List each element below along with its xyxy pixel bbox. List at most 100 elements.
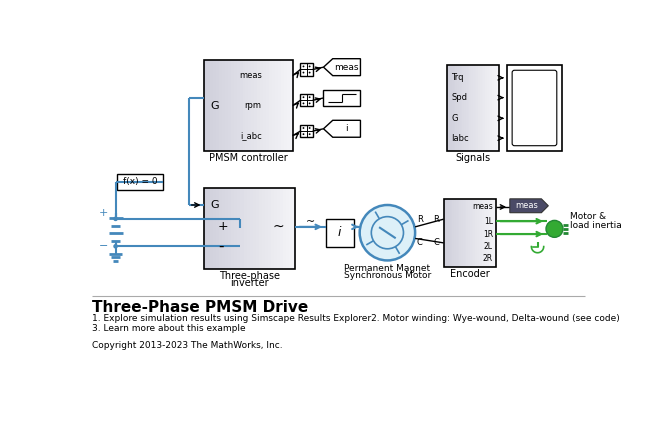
Bar <box>249 188 253 269</box>
Text: PMSM controller: PMSM controller <box>209 153 288 163</box>
Bar <box>450 65 452 151</box>
Bar <box>219 60 222 151</box>
Bar <box>490 65 493 151</box>
Bar <box>507 65 562 151</box>
Bar <box>222 60 225 151</box>
Bar <box>247 188 250 269</box>
Bar <box>456 65 458 151</box>
Bar <box>237 188 241 269</box>
Bar <box>479 199 481 266</box>
Bar <box>265 188 268 269</box>
Text: 1R: 1R <box>483 230 493 238</box>
Bar <box>289 188 293 269</box>
Bar <box>471 65 473 151</box>
Bar <box>476 65 479 151</box>
Circle shape <box>303 102 305 104</box>
Bar <box>241 188 244 269</box>
Bar <box>464 65 466 151</box>
Text: Three-Phase PMSM Drive: Three-Phase PMSM Drive <box>92 300 309 315</box>
Text: 3. Learn more about this example: 3. Learn more about this example <box>92 324 246 334</box>
Bar <box>454 65 456 151</box>
Bar <box>219 188 223 269</box>
Circle shape <box>113 244 118 249</box>
Bar <box>260 60 263 151</box>
Bar <box>447 65 449 151</box>
Bar <box>231 188 235 269</box>
Bar <box>446 199 448 266</box>
Bar <box>460 199 462 266</box>
Bar <box>489 199 491 266</box>
Bar <box>447 65 499 151</box>
Bar <box>259 188 262 269</box>
Bar <box>225 188 229 269</box>
Text: R: R <box>417 215 423 224</box>
Bar <box>465 199 467 266</box>
Text: Three-phase: Three-phase <box>219 271 280 281</box>
Bar <box>233 60 237 151</box>
Text: meas: meas <box>472 202 493 212</box>
Bar <box>262 188 265 269</box>
Bar <box>452 65 454 151</box>
Bar <box>444 199 446 266</box>
Text: C: C <box>433 238 439 247</box>
Bar <box>457 65 460 151</box>
Text: i: i <box>338 226 341 239</box>
Polygon shape <box>323 59 360 76</box>
Circle shape <box>309 72 311 74</box>
Bar <box>268 188 271 269</box>
Bar <box>286 188 289 269</box>
Bar <box>458 199 460 266</box>
Bar <box>249 60 252 151</box>
Text: Encoder: Encoder <box>450 269 489 278</box>
Bar <box>492 65 494 151</box>
Text: Motor &: Motor & <box>570 212 606 221</box>
Bar <box>482 199 484 266</box>
Bar <box>301 94 313 106</box>
Bar <box>281 60 284 151</box>
Circle shape <box>360 205 415 261</box>
Text: ~: ~ <box>306 217 315 227</box>
Bar <box>227 60 231 151</box>
Text: R: R <box>433 215 439 224</box>
Bar <box>469 65 471 151</box>
Text: f(x) = 0: f(x) = 0 <box>123 177 158 187</box>
Bar <box>487 199 489 266</box>
Bar <box>475 65 477 151</box>
Circle shape <box>303 96 305 98</box>
Bar <box>213 188 217 269</box>
Bar <box>485 65 487 151</box>
Bar <box>213 60 216 151</box>
Bar <box>473 65 475 151</box>
Text: 1. Explore simulation results using Simscape Results Explorer2. Motor winding: W: 1. Explore simulation results using Sims… <box>92 314 620 323</box>
Bar <box>263 60 267 151</box>
Bar <box>204 188 295 269</box>
Bar <box>283 188 287 269</box>
Bar <box>487 65 489 151</box>
Bar <box>216 188 219 269</box>
Bar <box>254 60 257 151</box>
Bar <box>210 188 213 269</box>
Bar <box>216 60 219 151</box>
Bar <box>468 199 470 266</box>
Bar <box>243 188 247 269</box>
Bar <box>207 60 210 151</box>
Circle shape <box>309 133 311 135</box>
Bar <box>284 60 287 151</box>
Bar <box>473 199 475 266</box>
Polygon shape <box>323 120 360 137</box>
Text: G: G <box>210 101 219 110</box>
Bar <box>447 65 499 151</box>
Text: Spd: Spd <box>452 93 467 102</box>
Bar <box>275 60 279 151</box>
Bar <box>493 199 495 266</box>
Bar <box>292 188 295 269</box>
Bar <box>204 60 293 151</box>
Bar <box>301 63 313 76</box>
Bar <box>459 65 461 151</box>
Polygon shape <box>510 199 549 212</box>
Text: meas: meas <box>239 71 262 80</box>
Bar <box>243 60 246 151</box>
Bar <box>454 199 456 266</box>
Bar <box>272 60 275 151</box>
Bar <box>485 199 487 266</box>
